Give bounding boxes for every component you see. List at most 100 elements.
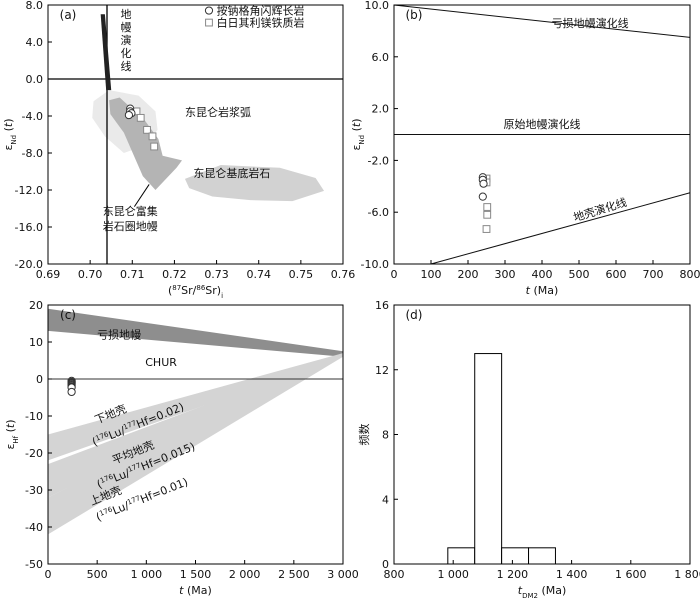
y-tick-label: -6.0 bbox=[368, 206, 389, 219]
panel-c: 亏损地幔CHUR下地壳(176Lu/177Hf=0.02)平均地壳(176Lu/… bbox=[4, 299, 359, 597]
x-tick-label: 1 500 bbox=[180, 568, 212, 581]
x-tick-label: 1 800 bbox=[674, 568, 700, 581]
legend-label: 按钠格角闪辉长岩 bbox=[217, 4, 305, 18]
y-tick-label: 10.0 bbox=[365, 0, 390, 12]
plot-frame bbox=[393, 304, 691, 565]
y-axis-label: 频数 bbox=[357, 424, 371, 446]
depleted-mantle-band bbox=[48, 308, 343, 357]
x-tick-label: 2 500 bbox=[278, 568, 310, 581]
x-tick-label: 800 bbox=[384, 568, 405, 581]
x-axis-label: tDM2 (Ma) bbox=[518, 584, 567, 599]
plot-frame bbox=[47, 4, 344, 265]
x-tick-label: 3 000 bbox=[327, 568, 359, 581]
y-tick-label: -40 bbox=[25, 521, 43, 534]
x-tick-label: 500 bbox=[569, 268, 590, 281]
y-tick-label: 6.0 bbox=[372, 51, 390, 64]
panel-label: (d) bbox=[406, 308, 423, 322]
x-tick-label: 1 600 bbox=[615, 568, 647, 581]
enriched-mantle-annotation: 岩石圈地幔 bbox=[103, 219, 158, 233]
x-axis-label: (87Sr/86Sr)i bbox=[168, 284, 223, 300]
baerqili-square-point bbox=[150, 142, 159, 151]
x-tick-label: 0.76 bbox=[331, 268, 356, 281]
y-tick-label: -50 bbox=[25, 558, 43, 571]
x-tick-label: 0.72 bbox=[162, 268, 187, 281]
panel-label: (a) bbox=[60, 8, 77, 22]
x-tick-label: 2 000 bbox=[229, 568, 261, 581]
y-tick-label: -2.0 bbox=[368, 154, 389, 167]
histogram-bar bbox=[447, 547, 476, 565]
y-tick-label: -4.0 bbox=[22, 110, 43, 123]
depleted-mantle-annotation: 亏损地幔 bbox=[97, 327, 141, 341]
y-tick-label: 8 bbox=[382, 429, 389, 442]
evolution-line bbox=[393, 4, 691, 38]
chur-annotation: CHUR bbox=[145, 356, 177, 369]
baerqili-square-point bbox=[143, 125, 151, 134]
x-tick-label: 400 bbox=[532, 268, 553, 281]
legend-label: 白日其利镁铁质岩 bbox=[217, 16, 305, 30]
y-tick-label: 16 bbox=[375, 299, 389, 312]
y-axis-label: εNd (t) bbox=[350, 118, 366, 150]
enriched-mantle-annotation: 东昆仑富集 bbox=[103, 204, 158, 218]
depleted-mantle-annotation: 亏损地幔演化线 bbox=[552, 16, 629, 30]
y-tick-label: -20 bbox=[25, 447, 43, 460]
y-tick-label: 20 bbox=[29, 299, 43, 312]
x-axis-label: t (Ma) bbox=[179, 584, 212, 597]
mantle-evolution-band bbox=[100, 14, 112, 91]
mantle-line-annotation: 地幔演化线 bbox=[120, 8, 131, 73]
x-tick-label: 0 bbox=[45, 568, 52, 581]
baerqili-square-point bbox=[483, 203, 492, 211]
baerqili-square-point bbox=[482, 225, 491, 233]
basement-annotation: 东昆仑基底岩石 bbox=[193, 166, 270, 180]
x-tick-label: 0 bbox=[391, 268, 398, 281]
y-tick-label: 4 bbox=[382, 493, 389, 506]
y-tick-label: -10 bbox=[25, 410, 43, 423]
y-tick-label: -20.0 bbox=[15, 258, 43, 271]
x-tick-label: 0.69 bbox=[36, 268, 61, 281]
x-tick-label: 500 bbox=[87, 568, 108, 581]
y-tick-label: -10.0 bbox=[361, 258, 389, 271]
x-tick-label: 300 bbox=[495, 268, 516, 281]
x-tick-label: 0.74 bbox=[246, 268, 271, 281]
x-tick-label: 0.71 bbox=[120, 268, 145, 281]
histogram-bar bbox=[474, 353, 503, 565]
crust-evolution-annotation: 地壳演化线 bbox=[572, 195, 629, 224]
x-tick-label: 1 000 bbox=[131, 568, 163, 581]
y-tick-label: 2.0 bbox=[372, 103, 390, 116]
y-tick-label: -12.0 bbox=[15, 184, 43, 197]
enriched-lithospheric-mantle-field bbox=[109, 97, 183, 190]
legend-square-marker bbox=[205, 18, 213, 27]
x-tick-label: 1 400 bbox=[556, 568, 588, 581]
panel-label: (c) bbox=[60, 308, 76, 322]
x-tick-label: 200 bbox=[458, 268, 479, 281]
hf-sample-circle-point bbox=[67, 387, 76, 397]
x-tick-label: 0.70 bbox=[78, 268, 103, 281]
anna-gabbro-circle-point bbox=[124, 110, 134, 120]
primitive-mantle-annotation: 原始地幔演化线 bbox=[504, 117, 581, 131]
legend-circle-marker bbox=[204, 6, 214, 15]
evolution-line bbox=[430, 192, 691, 265]
baerqili-square-point bbox=[483, 210, 492, 219]
anna-gabbro-circle-point bbox=[478, 192, 487, 201]
x-axis-label: t (Ma) bbox=[526, 284, 559, 297]
y-tick-label: 4.0 bbox=[26, 36, 44, 49]
crust-band bbox=[48, 353, 343, 535]
x-tick-label: 0.73 bbox=[204, 268, 229, 281]
y-tick-label: -30 bbox=[25, 484, 43, 497]
enriched-mantle-leader bbox=[133, 184, 150, 207]
crust-band bbox=[48, 353, 343, 461]
basement-rocks-field bbox=[184, 165, 325, 202]
y-tick-label: 0.0 bbox=[26, 73, 44, 86]
x-tick-label: 1 200 bbox=[497, 568, 529, 581]
x-tick-label: 800 bbox=[680, 268, 700, 281]
y-tick-label: -16.0 bbox=[15, 221, 43, 234]
x-tick-label: 600 bbox=[606, 268, 627, 281]
y-tick-label: 0 bbox=[382, 558, 389, 571]
x-tick-label: 1 000 bbox=[437, 568, 469, 581]
baerqili-square-point bbox=[136, 113, 145, 122]
y-axis-label: εHf (t) bbox=[4, 419, 20, 449]
baerqili-square-point bbox=[148, 132, 157, 141]
x-tick-label: 700 bbox=[643, 268, 664, 281]
